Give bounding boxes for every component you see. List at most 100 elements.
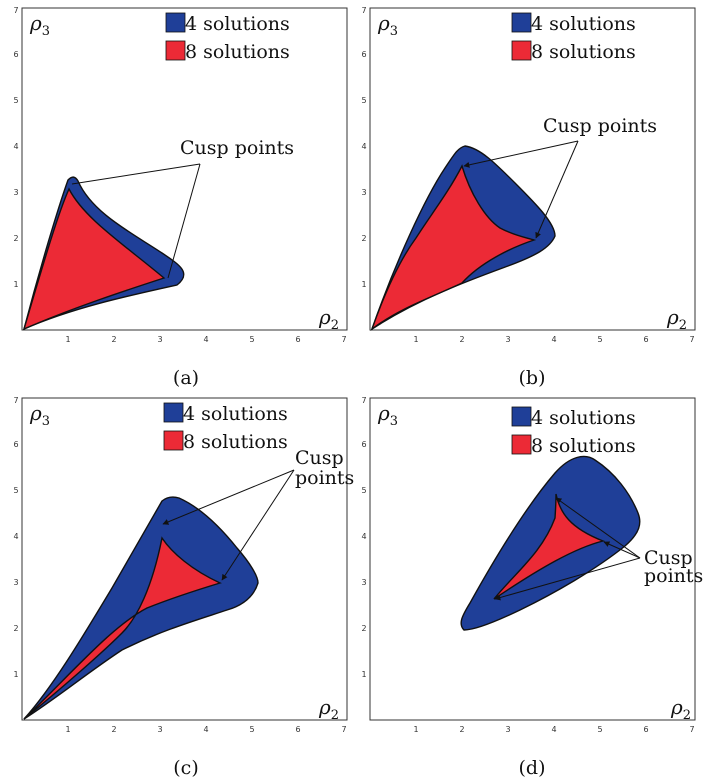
y-tick-2: 2 — [13, 624, 18, 633]
cusp-pointer-line — [162, 469, 295, 525]
x-ticks: 1 2 3 4 5 6 7 — [65, 725, 346, 734]
x-tick-7: 7 — [689, 335, 694, 344]
y-tick-2: 2 — [361, 624, 366, 633]
cusp-pointer-line — [167, 163, 201, 279]
legend-label-red: 8 solutions — [531, 435, 636, 457]
x-ticks: 1 2 3 4 5 6 7 — [413, 335, 694, 344]
legend-label-red: 8 solutions — [531, 41, 636, 63]
x-tick-4: 4 — [551, 725, 556, 734]
x-axis-label: ρ2 — [666, 305, 687, 333]
y-tick-7: 7 — [361, 396, 366, 405]
caption-b: (b) — [519, 367, 546, 389]
y-tick-5: 5 — [361, 96, 366, 105]
legend-swatch-red — [163, 430, 184, 451]
x-tick-5: 5 — [249, 725, 254, 734]
panel-b: 1 2 3 4 5 6 7 1 2 3 4 5 6 7 ρ3 ρ2 4 solu… — [361, 6, 696, 344]
legend: 4 solutions 8 solutions — [163, 402, 288, 453]
legend-swatch-red — [511, 434, 532, 455]
y-tick-7: 7 — [13, 6, 18, 15]
cusp-points-label-line-1: Cusp — [644, 547, 693, 569]
panel-c: 1 2 3 4 5 6 7 1 2 3 4 5 6 7 ρ3 ρ2 4 solu… — [13, 396, 354, 734]
cusp-points-label-line-2: points — [644, 565, 703, 587]
y-ticks: 1 2 3 4 5 6 7 — [13, 396, 18, 679]
x-tick-4: 4 — [203, 725, 208, 734]
x-tick-7: 7 — [341, 335, 346, 344]
cusp-pointer-line — [555, 497, 641, 559]
legend-swatch-blue — [165, 12, 186, 33]
cusp-pointer-line — [71, 163, 201, 185]
x-tick-2: 2 — [111, 725, 116, 734]
y-tick-1: 1 — [361, 670, 366, 679]
caption-a: (a) — [173, 367, 199, 389]
y-tick-4: 4 — [361, 142, 366, 151]
x-tick-1: 1 — [65, 335, 70, 344]
legend-label-blue: 4 solutions — [531, 407, 636, 429]
cusp-pointer-line — [221, 469, 295, 581]
cusp-points-label: Cusp points — [543, 115, 657, 137]
cusp-points-label-line-1: Cusp — [295, 447, 344, 469]
region-8-solutions — [22, 187, 166, 331]
y-tick-3: 3 — [13, 188, 18, 197]
region-8-solutions — [370, 164, 537, 331]
legend-label-blue: 4 solutions — [185, 13, 290, 35]
x-tick-2: 2 — [459, 725, 464, 734]
x-axis-label: ρ2 — [670, 695, 691, 723]
x-tick-1: 1 — [65, 725, 70, 734]
legend-label-red: 8 solutions — [183, 431, 288, 453]
y-tick-6: 6 — [13, 440, 18, 449]
x-ticks: 1 2 3 4 5 6 7 — [65, 335, 346, 344]
y-tick-3: 3 — [361, 188, 366, 197]
cusp-points-label-line-2: points — [295, 467, 354, 489]
x-tick-4: 4 — [551, 335, 556, 344]
x-tick-5: 5 — [597, 725, 602, 734]
x-tick-1: 1 — [413, 725, 418, 734]
x-axis-label: ρ2 — [318, 695, 339, 723]
legend-swatch-blue — [163, 402, 184, 423]
cusp-pointer-line — [535, 140, 579, 239]
y-tick-1: 1 — [13, 670, 18, 679]
legend: 4 solutions 8 solutions — [511, 12, 636, 63]
y-tick-2: 2 — [13, 234, 18, 243]
x-tick-3: 3 — [505, 335, 510, 344]
y-tick-6: 6 — [13, 50, 18, 59]
y-tick-3: 3 — [13, 578, 18, 587]
x-tick-7: 7 — [341, 725, 346, 734]
x-axis-label: ρ2 — [318, 305, 339, 333]
x-tick-2: 2 — [111, 335, 116, 344]
legend-swatch-blue — [511, 406, 532, 427]
y-axis-label: ρ3 — [377, 11, 398, 39]
x-tick-3: 3 — [505, 725, 510, 734]
legend-label-red: 8 solutions — [185, 41, 290, 63]
x-tick-1: 1 — [413, 335, 418, 344]
y-tick-5: 5 — [13, 96, 18, 105]
legend-swatch-red — [165, 40, 186, 61]
x-tick-4: 4 — [203, 335, 208, 344]
y-tick-3: 3 — [361, 578, 366, 587]
x-tick-6: 6 — [295, 335, 300, 344]
y-axis-label: ρ3 — [29, 401, 50, 429]
y-ticks: 1 2 3 4 5 6 7 — [361, 396, 366, 679]
legend-swatch-red — [511, 40, 532, 61]
panel-a: 1 2 3 4 5 6 7 1 2 3 4 5 6 7 ρ3 ρ2 4 solu… — [13, 6, 348, 344]
x-tick-2: 2 — [459, 335, 464, 344]
x-tick-6: 6 — [643, 335, 648, 344]
region-8-solutions — [493, 493, 606, 600]
y-ticks: 1 2 3 4 5 6 7 — [361, 6, 366, 289]
x-tick-5: 5 — [597, 335, 602, 344]
y-tick-4: 4 — [13, 142, 18, 151]
y-axis-label: ρ3 — [377, 401, 398, 429]
cusp-pointer-line — [603, 541, 641, 559]
y-tick-1: 1 — [13, 280, 18, 289]
legend-swatch-blue — [511, 12, 532, 33]
caption-d: (d) — [519, 757, 546, 779]
legend-label-blue: 4 solutions — [531, 13, 636, 35]
cusp-pointer-line — [494, 557, 641, 601]
x-tick-6: 6 — [295, 725, 300, 734]
y-tick-6: 6 — [361, 50, 366, 59]
panel-d: 1 2 3 4 5 6 7 1 2 3 4 5 6 7 ρ3 ρ2 4 solu… — [361, 396, 703, 734]
cusp-pointer-line — [463, 140, 579, 168]
legend-label-blue: 4 solutions — [183, 403, 288, 425]
legend: 4 solutions 8 solutions — [511, 406, 636, 457]
x-tick-3: 3 — [157, 335, 162, 344]
